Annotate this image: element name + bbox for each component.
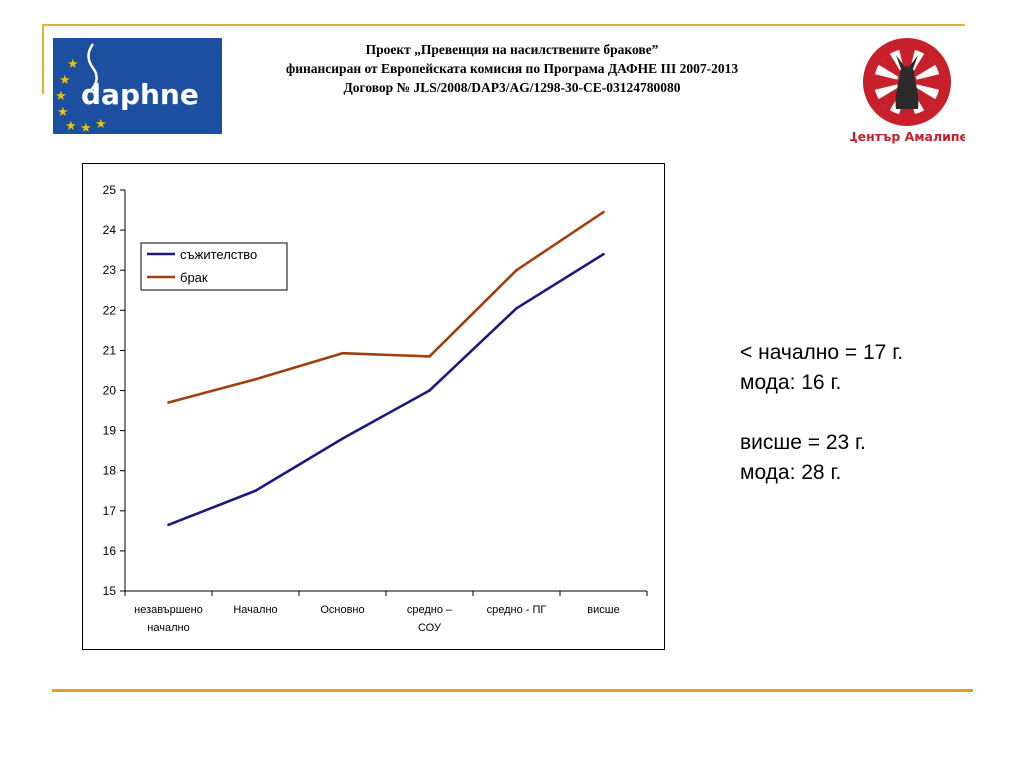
x-tick-label: висше [587,604,619,616]
project-contract: Договор № JLS/2008/DAP3/AG/1298-30-CE-03… [343,80,681,95]
chart-legend [140,242,288,291]
daphne-logo: ★ ★ ★ ★ ★ ★ ★ daphne [53,38,222,136]
svg-text:★: ★ [80,121,92,134]
series-line-брак [168,210,605,404]
note-spacer [740,398,903,428]
data-point [602,210,605,214]
legend-label: брак [180,270,208,285]
x-tick-label: СОУ [418,622,442,634]
y-tick-label: 25 [103,183,117,197]
bottom-rule [52,689,973,692]
svg-text:★: ★ [59,73,71,88]
note-primary-lower-age: < начално = 17 г. [740,341,904,364]
data-point [515,268,518,272]
y-tick-label: 17 [103,504,117,518]
svg-text:★: ★ [67,57,79,72]
y-tick-label: 16 [103,544,117,558]
amalipe-logo-text: Център Амалипе [850,129,965,144]
y-tick-label: 19 [103,424,117,438]
y-tick-label: 18 [103,464,117,478]
x-tick-label: Начално [233,604,277,616]
y-tick-label: 20 [103,384,117,398]
data-point [341,437,344,440]
x-tick-label: средно - ПГ [487,604,547,616]
data-point [167,523,170,527]
project-funding: финансиран от Европейската комисия по Пр… [285,61,739,76]
side-notes: < начално = 17 г. мода: 16 г. висше = 23… [740,338,903,488]
note-primary-mode: мода: 16 г. [740,371,842,394]
svg-text:★: ★ [65,119,77,134]
data-point [167,401,170,404]
y-tick-label: 23 [103,263,117,277]
y-tick-label: 15 [103,584,117,598]
data-point [254,489,257,493]
x-tick-label: Основно [320,604,364,616]
chart-frame: 15 16 17 18 19 20 21 22 23 24 25 незавършено начално… [82,163,665,650]
daphne-logo-graphic: ★ ★ ★ ★ ★ ★ ★ daphne [55,43,199,136]
x-tick-label: средно – [407,604,453,616]
data-point [602,252,605,256]
data-point [428,355,431,358]
amalipe-wheel-icon: Център Амалипе [846,38,968,144]
eu-stars-icon: ★ ★ ★ ★ ★ ★ ★ [55,57,107,136]
x-tick-label: незавършено [134,604,203,616]
top-rule [42,24,965,26]
data-point [341,351,344,355]
daphne-logo-text: daphne [81,78,199,111]
y-tick-label: 22 [103,303,117,317]
data-point [254,377,257,381]
svg-text:★: ★ [95,117,107,132]
amalipe-logo: Център Амалипе [846,35,968,150]
note-higher-age: висше = 23 г. [740,431,866,454]
line-chart: 15 16 17 18 19 20 21 22 23 24 25 незавършено начално… [103,183,648,634]
y-tick-label: 21 [103,343,117,357]
data-point [428,389,431,392]
project-header: Проект „Превенция на насилствените брако… [222,40,802,97]
legend-label: съжителство [180,247,257,262]
x-tick-label: начално [147,622,189,634]
y-tick-label: 24 [103,223,117,237]
left-rule [42,24,44,94]
data-point [515,306,518,310]
project-title: Проект „Превенция на насилствените брако… [365,42,659,57]
svg-text:★: ★ [57,105,69,120]
svg-text:★: ★ [55,89,67,104]
series-line-съжителство [168,253,605,527]
note-higher-mode: мода: 28 г. [740,461,842,484]
